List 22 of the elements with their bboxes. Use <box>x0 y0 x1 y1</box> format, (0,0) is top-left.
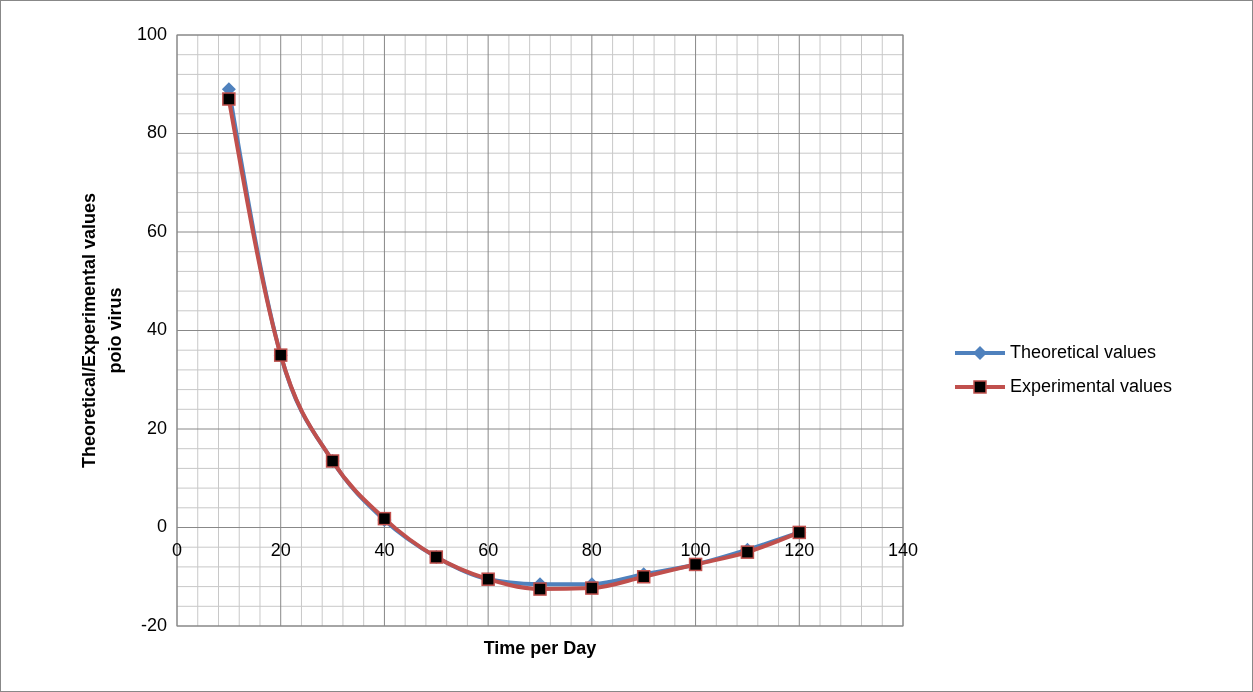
x-tick-label: 60 <box>478 539 499 560</box>
point <box>222 92 236 106</box>
x-axis-title: Time per Day <box>483 638 597 658</box>
y-tick-label: 60 <box>146 220 167 241</box>
x-tick-label: 120 <box>784 539 815 560</box>
y-tick-label: 40 <box>146 319 167 340</box>
y-tick-label: 20 <box>146 417 167 438</box>
legend-label: Theoretical values <box>1010 341 1157 362</box>
y-tick-label: 80 <box>146 122 167 143</box>
x-tick-label: 40 <box>374 539 395 560</box>
point <box>533 582 547 596</box>
x-tick-label: 140 <box>887 539 919 560</box>
x-tick-label: 0 <box>171 539 183 560</box>
x-tick-label: 20 <box>270 539 291 560</box>
x-tick-label: 80 <box>581 539 602 560</box>
y-tick-label: 100 <box>136 23 167 44</box>
y-tick-label: 0 <box>156 516 167 537</box>
legend-label: Experimental values <box>1010 375 1173 396</box>
point <box>585 581 599 595</box>
y-axis-title: Theoretical/Experimental values poio virus <box>79 192 125 469</box>
x-tick-label: 100 <box>680 539 711 560</box>
y-tick-label: -20 <box>140 614 167 635</box>
